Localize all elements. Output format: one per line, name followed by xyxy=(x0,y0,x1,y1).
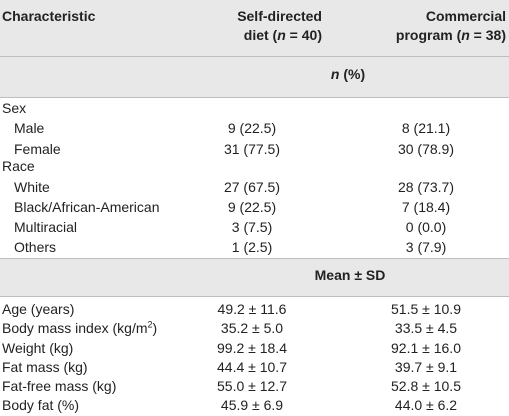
row-white-self: 27 (67.5) xyxy=(223,179,281,195)
row-age-self: 49.2 ± 11.6 xyxy=(217,301,287,317)
row-fat-mass-self: 44.4 ± 10.7 xyxy=(217,359,287,375)
header-self-directed-n: n xyxy=(277,27,286,43)
header-commercial-suffix: = 38) xyxy=(469,27,506,43)
header-commercial-line2: program (n = 38) xyxy=(346,26,506,45)
header-commercial: Commercial program (n = 38) xyxy=(346,7,506,45)
header-commercial-prefix: program ( xyxy=(395,27,462,43)
divider-before-mean xyxy=(0,258,509,259)
row-black-label: Black/African-American xyxy=(14,199,160,215)
row-white-label: White xyxy=(14,179,50,195)
row-age-label: Age (years) xyxy=(2,301,75,317)
row-multiracial-self: 3 (7.5) xyxy=(231,219,273,235)
row-female-self: 31 (77.5) xyxy=(223,141,281,157)
section-n-pct: (%) xyxy=(339,66,366,82)
header-band xyxy=(0,0,509,56)
header-self-directed: Self-directed diet (n = 40) xyxy=(196,7,322,45)
row-bmi-self: 35.2 ± 5.0 xyxy=(220,320,284,336)
row-bmi-label-text: Body mass index (kg/m xyxy=(2,320,148,336)
row-fat-mass-commercial: 39.7 ± 9.1 xyxy=(394,359,458,375)
row-black-self: 9 (22.5) xyxy=(227,199,277,215)
row-white-commercial: 28 (73.7) xyxy=(397,179,455,195)
row-age-commercial: 51.5 ± 10.9 xyxy=(391,301,461,317)
row-multiracial-label: Multiracial xyxy=(14,219,78,235)
section-n-italic: n xyxy=(330,66,340,82)
row-fat-mass-label: Fat mass (kg) xyxy=(2,359,88,375)
header-characteristic: Characteristic xyxy=(2,8,96,24)
row-body-fat-commercial: 44.0 ± 6.2 xyxy=(394,397,458,413)
group-sex: Sex xyxy=(2,100,27,116)
row-body-fat-label: Body fat (%) xyxy=(2,397,80,413)
row-body-fat-self: 45.9 ± 6.9 xyxy=(220,397,284,413)
row-fat-free-mass-label: Fat-free mass (kg) xyxy=(2,378,117,394)
header-self-directed-line1: Self-directed xyxy=(237,8,322,24)
header-commercial-line1: Commercial xyxy=(425,8,506,24)
section-mean-sd: Mean ± SD xyxy=(314,267,386,283)
row-male-commercial: 8 (21.1) xyxy=(401,120,451,136)
group-race: Race xyxy=(2,158,35,174)
header-self-directed-prefix: diet ( xyxy=(243,27,278,43)
row-weight-self: 99.2 ± 18.4 xyxy=(217,340,287,356)
row-multiracial-commercial: 0 (0.0) xyxy=(405,219,447,235)
header-commercial-n: n xyxy=(461,27,470,43)
row-black-commercial: 7 (18.4) xyxy=(401,199,451,215)
row-female-label: Female xyxy=(14,141,61,157)
row-male-self: 9 (22.5) xyxy=(227,120,277,136)
header-self-directed-suffix: = 40) xyxy=(285,27,322,43)
section-n-percent: n (%) xyxy=(268,66,428,82)
row-others-self: 1 (2.5) xyxy=(231,239,273,255)
row-others-label: Others xyxy=(14,239,57,255)
divider-mean xyxy=(0,296,509,297)
row-bmi-label: Body mass index (kg/m2) xyxy=(2,319,157,338)
row-weight-commercial: 92.1 ± 16.0 xyxy=(391,340,461,356)
n-percent-band xyxy=(0,57,509,97)
row-female-commercial: 30 (78.9) xyxy=(397,141,455,157)
row-bmi-commercial: 33.5 ± 4.5 xyxy=(394,320,458,336)
header-self-directed-line2: diet (n = 40) xyxy=(196,26,322,45)
divider-header xyxy=(0,56,509,57)
row-fat-free-mass-commercial: 52.8 ± 10.5 xyxy=(391,378,461,394)
row-male-label: Male xyxy=(14,120,45,136)
row-weight-label: Weight (kg) xyxy=(2,340,74,356)
row-bmi-label-sup: 2 xyxy=(147,319,153,330)
divider-n-percent xyxy=(0,97,509,98)
row-fat-free-mass-self: 55.0 ± 12.7 xyxy=(217,378,287,394)
mean-sd-band xyxy=(0,259,509,296)
row-bmi-label-end: ) xyxy=(152,320,158,336)
row-others-commercial: 3 (7.9) xyxy=(405,239,447,255)
